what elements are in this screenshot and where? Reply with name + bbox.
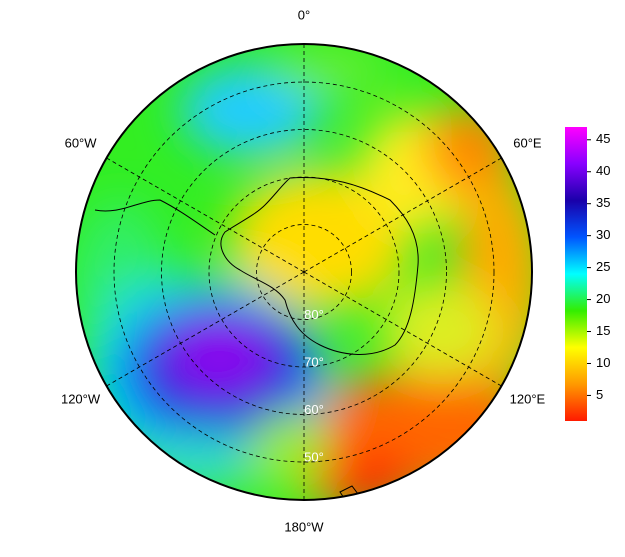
- parallel-label: 50°: [304, 449, 324, 464]
- parallel: [113, 81, 495, 463]
- meridian-label: 120°W: [61, 391, 101, 406]
- parallel-label: 80°: [304, 307, 324, 322]
- parallel-label: 60°: [304, 402, 324, 417]
- graticule: [106, 44, 502, 500]
- colorbar-tick-label: 40: [596, 163, 610, 178]
- parallel: [161, 129, 447, 415]
- meridian-label: 120°E: [510, 391, 546, 406]
- meridian-label: 0°: [298, 7, 310, 22]
- meridian-label: 60°E: [513, 135, 542, 150]
- colorbar-tick-label: 30: [596, 227, 610, 242]
- parallel-label: 70°: [304, 354, 324, 369]
- field: [76, 44, 532, 500]
- colorbar-tick-label: 5: [596, 387, 603, 402]
- meridian-label: 180°W: [284, 519, 324, 534]
- meridian-label: 60°W: [65, 135, 98, 150]
- colorbar-tick-label: 10: [596, 355, 610, 370]
- map-border: [75, 43, 533, 501]
- parallel: [208, 176, 400, 368]
- colorbar-tick-label: 15: [596, 323, 610, 338]
- colorbar-tick-label: 45: [596, 131, 610, 146]
- colorbar-tick-label: 35: [596, 195, 610, 210]
- colorbar-tick-label: 20: [596, 291, 610, 306]
- parallel: [256, 224, 352, 320]
- colorbar-tick-label: 25: [596, 259, 610, 274]
- colorbar: [565, 127, 587, 421]
